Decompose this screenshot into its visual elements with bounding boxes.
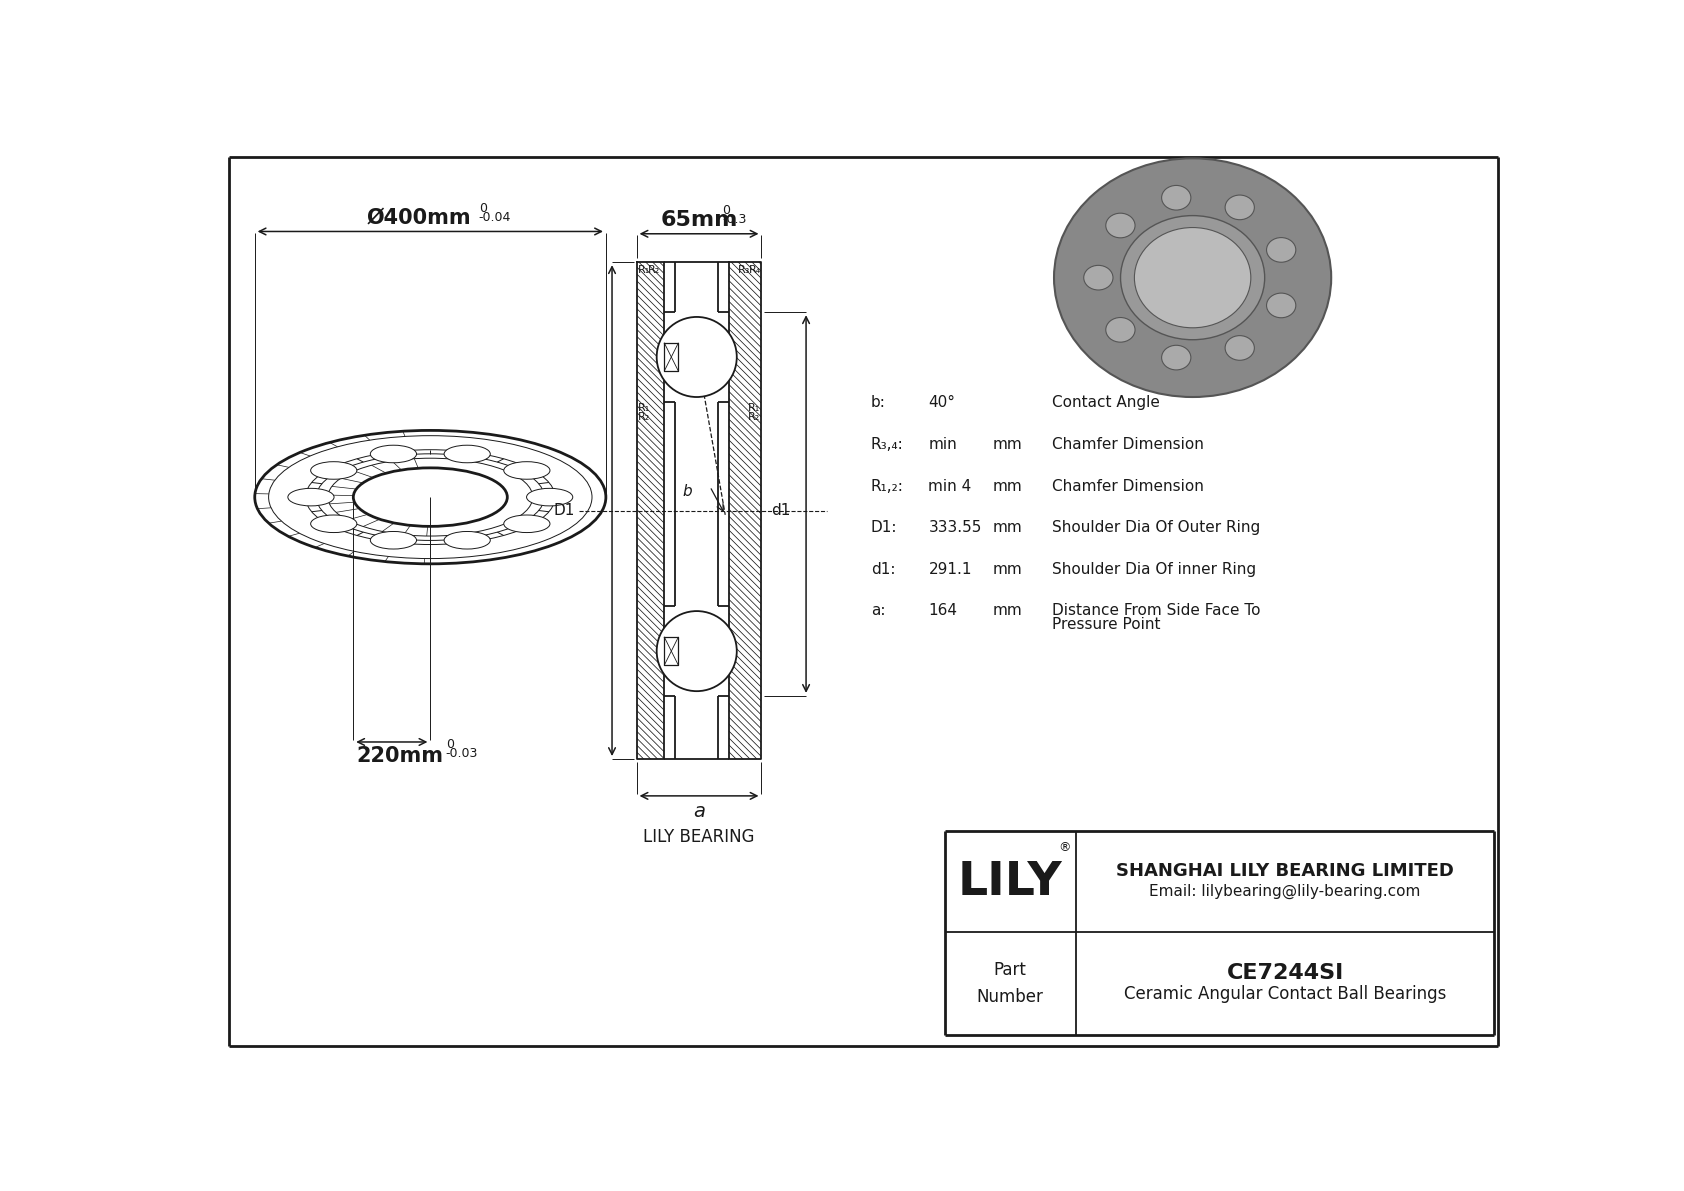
Text: d1:: d1: [871,562,896,576]
Text: b:: b: [871,395,886,411]
Text: mm: mm [992,437,1022,453]
Text: Chamfer Dimension: Chamfer Dimension [1052,437,1204,453]
Ellipse shape [310,462,357,479]
Text: CE7244SI: CE7244SI [1226,962,1344,983]
Text: R₄: R₄ [749,264,761,275]
Text: mm: mm [992,479,1022,493]
Text: 0: 0 [722,204,731,217]
Text: R₃: R₃ [738,264,751,275]
Text: a: a [694,802,706,821]
Text: Email: lilybearing@lily-bearing.com: Email: lilybearing@lily-bearing.com [1148,884,1421,899]
Text: a:: a: [871,604,886,618]
Ellipse shape [1162,186,1191,210]
Circle shape [657,611,738,691]
Text: Part
Number: Part Number [977,961,1044,1005]
Text: SHANGHAI LILY BEARING LIMITED: SHANGHAI LILY BEARING LIMITED [1116,862,1453,880]
Ellipse shape [310,515,357,532]
Text: Pressure Point: Pressure Point [1052,617,1160,632]
Ellipse shape [1266,293,1295,318]
Text: R₂: R₂ [647,264,660,275]
Text: D1:: D1: [871,520,898,535]
Text: ®: ® [1059,841,1071,854]
Ellipse shape [370,445,416,463]
Ellipse shape [504,462,551,479]
Text: -0.03: -0.03 [446,748,478,760]
Text: 40°: 40° [928,395,955,411]
Text: Ceramic Angular Contact Ball Bearings: Ceramic Angular Contact Ball Bearings [1123,985,1447,1003]
Text: R₂: R₂ [638,412,650,422]
Ellipse shape [1266,237,1295,262]
Text: R₁: R₁ [638,404,650,413]
Text: 291.1: 291.1 [928,562,972,576]
Text: 0: 0 [446,738,453,752]
Ellipse shape [1106,318,1135,342]
Text: Ø400mm: Ø400mm [367,207,472,227]
Text: d1: d1 [771,504,790,518]
Text: Distance From Side Face To: Distance From Side Face To [1052,604,1260,618]
Ellipse shape [1224,195,1255,219]
Ellipse shape [504,515,551,532]
Ellipse shape [1054,158,1332,397]
Text: 0: 0 [478,201,487,214]
Text: mm: mm [992,604,1022,618]
Ellipse shape [527,488,573,506]
Ellipse shape [1224,336,1255,360]
Text: R₁: R₁ [638,264,650,275]
Ellipse shape [1084,266,1113,289]
Text: b: b [684,485,692,499]
Text: R₁: R₁ [748,404,759,413]
Text: Contact Angle: Contact Angle [1052,395,1160,411]
Ellipse shape [445,445,490,463]
Ellipse shape [370,531,416,549]
Text: mm: mm [992,562,1022,576]
Text: 65mm: 65mm [660,210,738,230]
Ellipse shape [1106,213,1135,238]
Ellipse shape [1135,227,1251,328]
Text: R₃,₄:: R₃,₄: [871,437,904,453]
Text: 164: 164 [928,604,958,618]
Text: 220mm: 220mm [355,746,443,766]
Text: min 4: min 4 [928,479,972,493]
Ellipse shape [1120,216,1265,339]
Ellipse shape [1162,345,1191,370]
Text: mm: mm [992,520,1022,535]
Text: 333.55: 333.55 [928,520,982,535]
Text: -0.04: -0.04 [478,211,512,224]
Text: LILY: LILY [958,860,1063,905]
Text: Shoulder Dia Of Outer Ring: Shoulder Dia Of Outer Ring [1052,520,1260,535]
Text: R₂: R₂ [748,412,759,422]
Circle shape [657,317,738,397]
Text: Chamfer Dimension: Chamfer Dimension [1052,479,1204,493]
Ellipse shape [1140,232,1244,323]
Text: -0.3: -0.3 [722,213,746,226]
Text: R₁,₂:: R₁,₂: [871,479,904,493]
Text: LILY BEARING: LILY BEARING [643,828,754,847]
Text: Shoulder Dia Of inner Ring: Shoulder Dia Of inner Ring [1052,562,1256,576]
Ellipse shape [445,531,490,549]
Text: D1: D1 [554,504,574,518]
Ellipse shape [288,488,333,506]
Text: min: min [928,437,957,453]
